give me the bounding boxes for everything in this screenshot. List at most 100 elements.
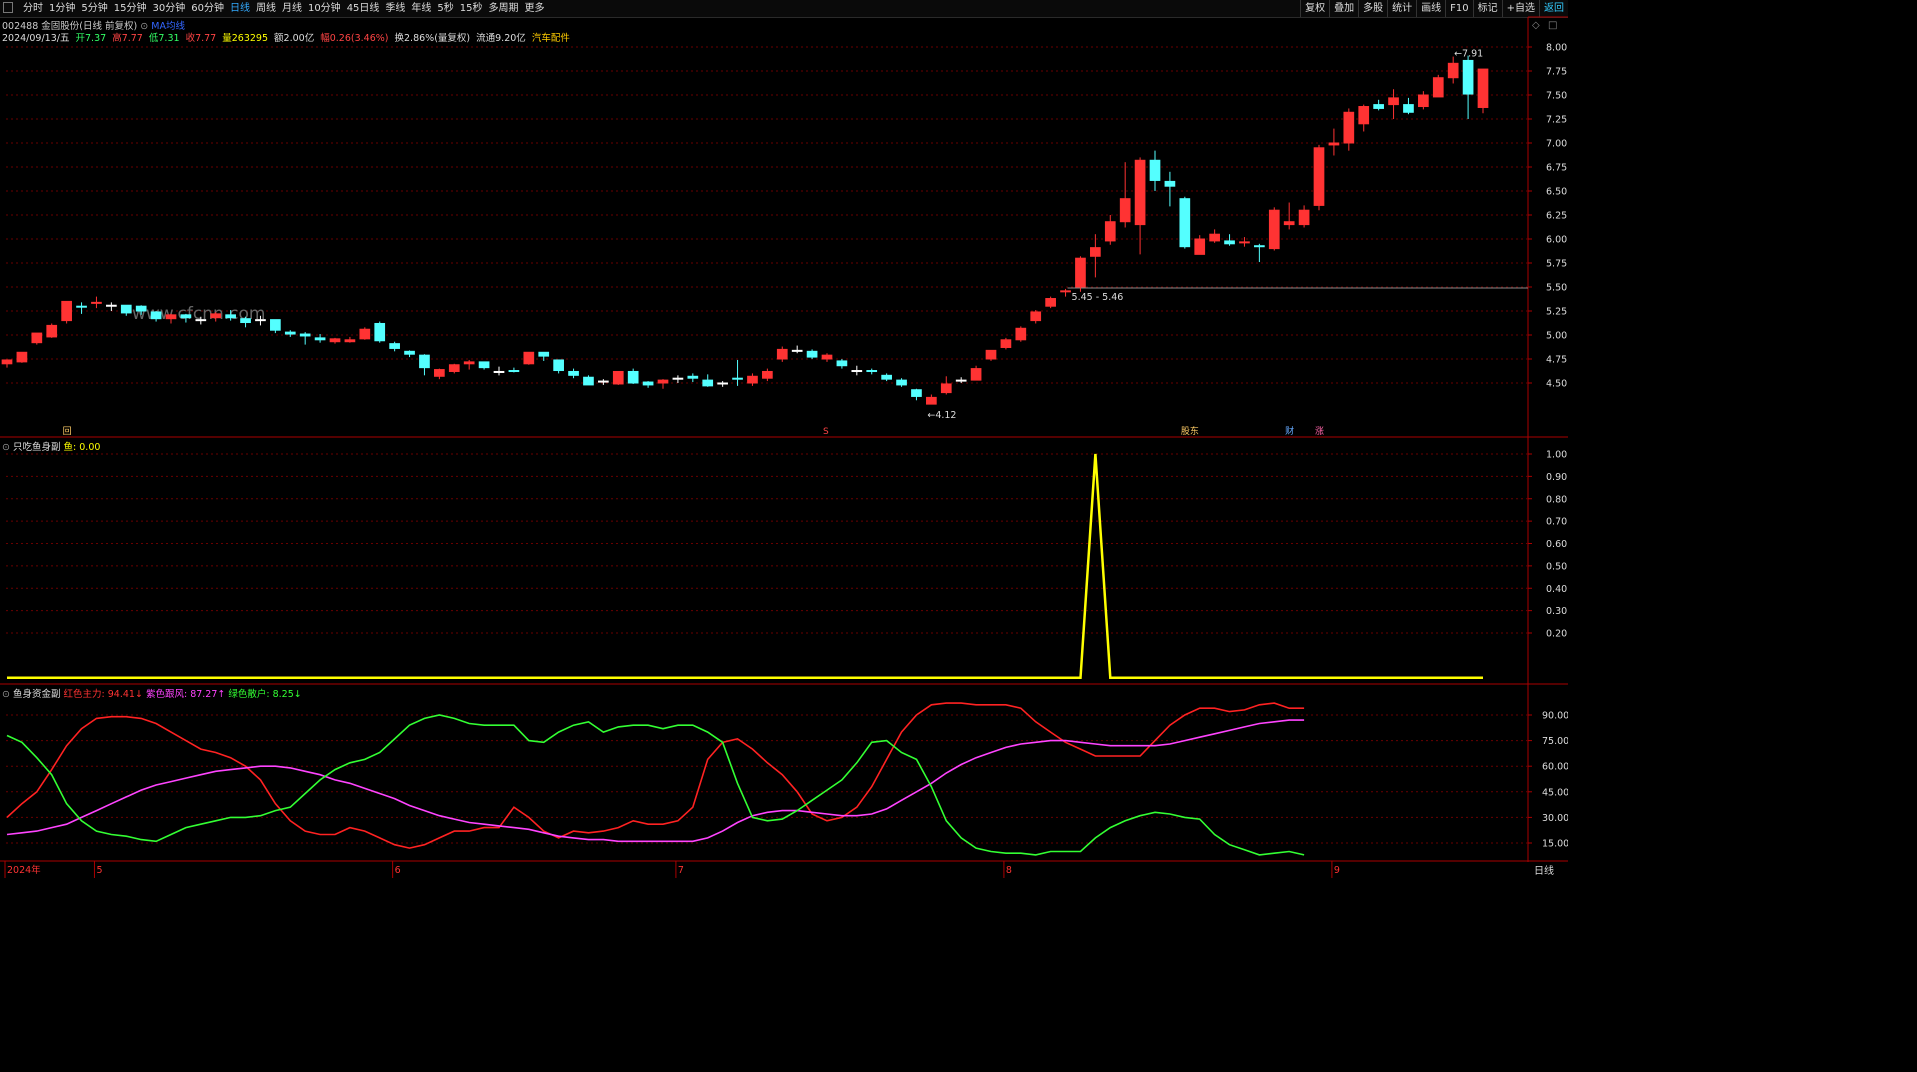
sub2-tick-label: 90.00 [1542,711,1568,722]
price-tick-label: 4.50 [1546,379,1567,390]
candle-body [225,314,236,319]
period-tab-15[interactable]: 多周期 [488,3,519,14]
candle-body [776,348,788,360]
period-tab-6[interactable]: 日线 [229,3,250,14]
price-tick-label: 5.00 [1546,331,1567,342]
period-tab-4[interactable]: 30分钟 [152,3,186,14]
sub2-tick-label: 45.00 [1542,787,1568,798]
candle-body [31,332,43,344]
candle-body [1045,298,1056,307]
period-tab-11[interactable]: 季线 [385,3,406,14]
x-axis-label-0: 2024年 [7,864,41,876]
period-tab-7[interactable]: 周线 [255,3,276,14]
period-tab-12[interactable]: 年线 [411,3,432,14]
tool-button-3[interactable]: 统计 [1387,0,1416,17]
period-tab-2[interactable]: 5分钟 [81,3,108,14]
candle-body [1194,238,1206,255]
period-tab-16[interactable]: 更多 [524,3,545,14]
sub2-label-red: 红色主力: 94.41↓ [63,689,143,700]
sub2-title-line: ⊙ 鱼身资金副 红色主力: 94.41↓ 紫色跟风: 87.27↑ 绿色散户: … [2,686,302,700]
candle-body [911,389,922,397]
event-tag-4: 涨 [1315,426,1324,437]
candle-body [1313,147,1325,206]
menu-icon[interactable] [3,2,13,13]
period-label: 日线 [1534,866,1554,877]
sub2-series-0 [6,702,1305,849]
kline-chart[interactable]: 8.00 7.75 7.50 7.25 7.00 6.75 6.50 6.25 6.00 5.75… [0,0,1568,878]
price-tick-label: 6.25 [1546,211,1567,222]
restore-icon: □ [1548,20,1557,31]
candle-body [1373,104,1384,109]
candle-body [1119,198,1131,223]
candle-body [687,375,699,379]
candle-body [970,368,982,381]
candle-body [404,350,415,355]
candle-body [508,370,520,373]
x-axis-label-1: 5 [96,865,102,876]
period-tab-0[interactable]: 分时 [23,3,43,14]
tool-button-7[interactable]: +自选 [1501,0,1539,17]
candle-body [270,319,281,331]
tool-button-8[interactable]: 返回 [1539,0,1568,17]
sub1-tick-label: 1.00 [1546,450,1567,461]
candle-body [255,319,266,322]
high-price-marker: ←7.91 [1454,49,1483,60]
price-tick-label: 7.00 [1546,139,1567,150]
sub1-settings-icon[interactable]: ⊙ [2,442,10,453]
candle-body [702,379,714,387]
quote-amount: 额2.00亿 [274,33,315,44]
candle-body [851,370,863,373]
candle-body [1343,111,1355,144]
candle-body [299,333,311,337]
period-tab-10[interactable]: 45日线 [346,3,380,14]
sub2-settings-icon[interactable]: ⊙ [2,689,10,700]
period-tab-13[interactable]: 5秒 [437,3,454,14]
stock-title: 002488 金固股份(日线 前复权) [2,21,138,32]
tool-button-6[interactable]: 标记 [1472,0,1502,17]
indicator-name[interactable]: MA均线 [151,21,185,32]
candle-body [1,359,13,365]
quote-high: 高7.77 [112,33,143,44]
sub2-tick-label: 60.00 [1542,762,1568,773]
tool-button-5[interactable]: F10 [1445,0,1472,17]
period-tab-8[interactable]: 月线 [281,3,302,14]
candle-body [195,319,207,322]
candle-body [1447,62,1459,79]
tool-button-4[interactable]: 画线 [1416,0,1445,17]
candle-body [1358,106,1370,125]
candle-body [1075,257,1086,288]
period-tab-5[interactable]: 60分钟 [191,3,224,14]
candle-body [150,311,162,320]
candle-body [1388,97,1399,106]
candle-body [165,314,177,320]
event-tag-2: 股东 [1181,425,1199,437]
tool-button-1[interactable]: 叠加 [1329,0,1358,17]
candle-body [359,328,371,340]
tool-button-0[interactable]: 复权 [1300,0,1329,17]
quote-sector[interactable]: 汽车配件 [531,33,570,44]
settings-icon[interactable]: ⊙ [140,21,149,32]
candle-body [1432,77,1444,98]
candle-body [612,370,624,385]
candle-body [1224,240,1235,245]
period-toolbar: 分时 1分钟 5分钟 15分钟 30分钟 60分钟 日线 周线 月线 10分钟 45日线 季线 年线 5秒… [0,0,1568,18]
period-tab-1[interactable]: 1分钟 [49,3,76,14]
candle-body [344,339,356,343]
sub2-title[interactable]: 鱼身资金副 [13,689,61,700]
candle-body [717,382,728,385]
price-tick-label: 5.75 [1546,259,1567,270]
period-tab-9[interactable]: 10分钟 [307,3,341,14]
candle-body [120,304,132,314]
sub2-tick-label: 75.00 [1542,736,1568,747]
tool-button-2[interactable]: 多股 [1358,0,1387,17]
period-tab-14[interactable]: 15秒 [459,3,483,14]
quote-float: 流通9.20亿 [476,33,526,44]
sub1-tick-label: 0.60 [1546,539,1567,550]
period-tab-3[interactable]: 15分钟 [113,3,147,14]
candle-body [1179,198,1191,248]
quote-close: 收7.77 [185,33,217,44]
candle-body [1328,142,1340,146]
sub1-title[interactable]: 只吃鱼身副 [13,442,61,453]
candle-body [1104,221,1116,242]
candle-body [1000,339,1012,348]
